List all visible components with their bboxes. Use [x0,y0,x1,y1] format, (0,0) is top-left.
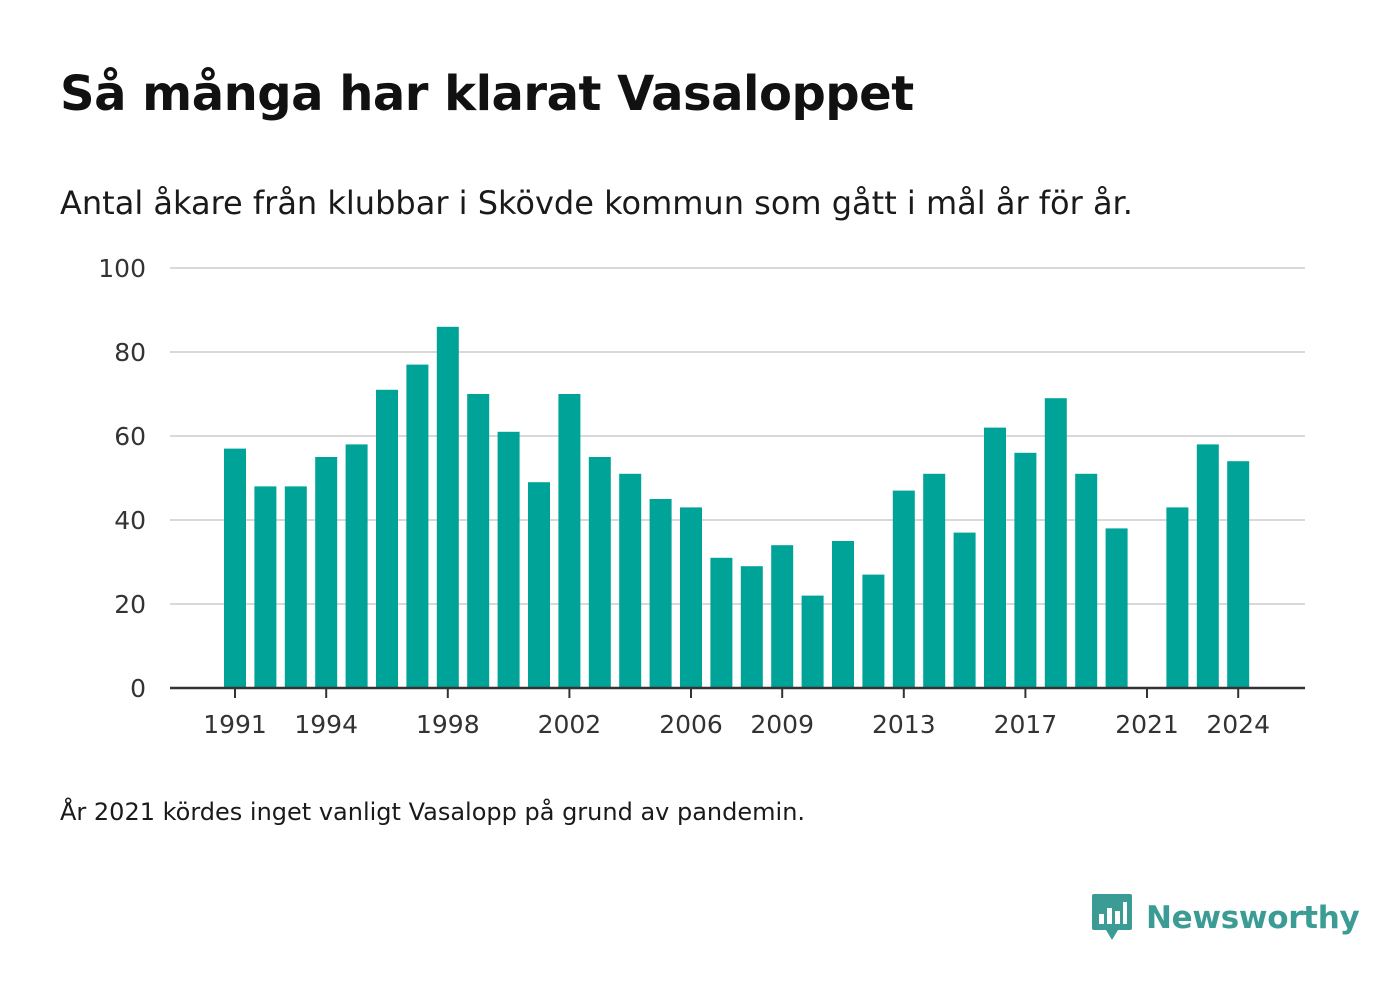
x-tick-label: 1991 [203,710,267,739]
x-tick-label: 2013 [872,710,936,739]
bar [1044,398,1067,688]
bar [710,557,733,688]
brand-logo: Newsworthy [1090,890,1360,946]
bar [1166,507,1189,688]
bar [497,431,520,688]
chart-title: Så många har klarat Vasaloppet [60,66,914,122]
bar [1227,461,1250,688]
bar [984,427,1006,688]
bar [224,448,246,688]
chart-subtitle: Antal åkare från klubbar i Skövde kommun… [60,184,1133,222]
bar [1105,528,1128,688]
grid-lines [170,267,1305,605]
bar [801,595,824,688]
bar [345,444,368,688]
y-tick-label: 100 [98,254,146,283]
y-tick-label: 60 [114,422,146,451]
bar [1075,473,1098,688]
bar [436,326,459,688]
bar-chart: 0 20 40 60 80 100 1991 1994 1998 2002 2006 2009 201… [98,254,1305,739]
footnote: År 2021 kördes inget vanligt Vasalopp på… [60,798,806,826]
x-tick-label: 2009 [750,710,814,739]
bar [376,389,398,688]
bar [619,473,642,688]
bar [892,490,915,688]
bar [1014,452,1037,688]
x-tick-label: 1998 [416,710,480,739]
y-tick-label: 20 [114,590,146,619]
bar [558,394,581,688]
y-tick-label: 40 [114,506,146,535]
bar [832,541,854,688]
bars [224,326,1250,688]
brand-name: Newsworthy [1146,900,1360,936]
bar [649,499,672,688]
y-tick-label: 0 [130,674,146,703]
bar [680,507,702,688]
x-tick-label: 2002 [538,710,602,739]
bar [588,457,611,688]
bar [1196,444,1219,688]
y-tick-label: 80 [114,338,146,367]
bar [284,486,307,688]
x-axis-ticks: 1991 1994 1998 2002 2006 2009 2013 2017 2021 2024 [203,688,1270,739]
bar [862,574,885,688]
x-tick-label: 2021 [1115,710,1179,739]
bar [771,545,794,688]
bar [406,364,429,688]
y-axis-ticks: 0 20 40 60 80 100 [98,254,146,703]
bar [254,486,277,688]
bar [528,482,550,688]
x-tick-label: 1994 [294,710,358,739]
bar [467,394,490,688]
bar [923,473,946,688]
bar [953,532,976,688]
newsworthy-logo-icon [1092,894,1132,940]
x-tick-label: 2024 [1206,710,1270,739]
x-tick-label: 2006 [659,710,723,739]
x-tick-label: 2017 [994,710,1058,739]
bar [740,566,763,688]
bar [315,457,338,688]
bar-chart-svg: 0 20 40 60 80 100 1991 1994 1998 2002 2006 2009 201… [98,254,1305,739]
